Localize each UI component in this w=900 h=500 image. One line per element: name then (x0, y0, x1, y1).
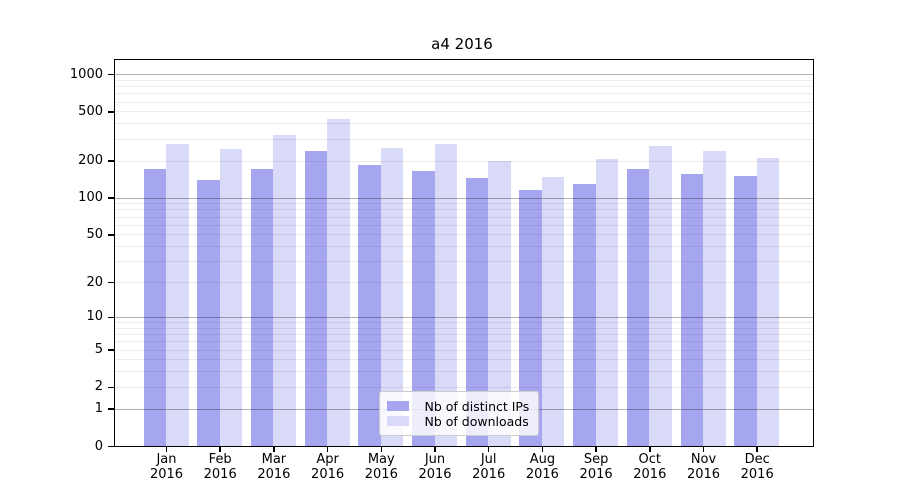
x-tick-label-sep: Sep 2016 (579, 452, 613, 482)
bar-jul-downloads (488, 160, 511, 446)
bar-jan-downloads (166, 144, 189, 446)
x-tick-label-oct: Oct 2016 (633, 452, 667, 482)
x-tick-label-apr: Apr 2016 (311, 452, 345, 482)
y-tick-label: 5 (94, 342, 103, 358)
x-tick-label-jun: Jun 2016 (418, 452, 452, 482)
bar-sep-downloads (595, 159, 619, 446)
y-tick-label: 100 (78, 190, 103, 206)
bar-nov-distinct-ips (680, 173, 703, 446)
plot-area: Nb of distinct IPs Nb of downloads (113, 59, 814, 447)
legend-label-distinct-ips: Nb of distinct IPs (424, 398, 530, 414)
x-tick-mark (165, 446, 168, 452)
bar-dec-downloads (756, 158, 780, 446)
legend-row: Nb of distinct IPs (386, 398, 538, 414)
bar-jul-distinct-ips (465, 177, 489, 446)
y-tick-label: 50 (86, 226, 103, 242)
x-tick-mark (380, 446, 383, 452)
x-tick-mark (541, 446, 544, 452)
x-tick-mark (273, 446, 275, 452)
bar-may-downloads (380, 147, 404, 446)
x-tick-label-feb: Feb 2016 (203, 452, 237, 482)
x-tick-label-nov: Nov 2016 (686, 452, 721, 482)
bar-jan-distinct-ips (143, 169, 166, 446)
bar-oct-distinct-ips (626, 168, 650, 446)
y-tick-label: 0 (94, 438, 103, 454)
legend-swatch-downloads (386, 416, 409, 426)
x-tick-mark (649, 446, 651, 452)
y-tick-label: 200 (78, 153, 103, 169)
x-tick-label-jul: Jul 2016 (472, 452, 506, 482)
bar-aug-downloads (541, 177, 565, 446)
y-tick-mark (107, 111, 114, 113)
y-tick-label: 10 (86, 309, 103, 325)
y-tick-mark (107, 386, 114, 389)
x-tick-mark (326, 446, 329, 452)
bar-nov-downloads (703, 150, 726, 446)
legend-label-downloads: Nb of downloads (424, 413, 529, 429)
y-tick-mark (107, 197, 114, 199)
x-tick-mark (487, 446, 490, 452)
y-tick-label: 1000 (69, 66, 103, 82)
y-tick-mark (107, 408, 114, 410)
y-tick-mark (107, 160, 114, 162)
y-tick-mark (107, 349, 114, 351)
x-tick-label-may: May 2016 (364, 452, 398, 482)
y-tick-mark (107, 445, 114, 448)
bar-mar-distinct-ips (250, 169, 274, 446)
bar-sep-distinct-ips (573, 183, 596, 446)
bars-layer (115, 60, 813, 446)
x-tick-label-mar: Mar 2016 (257, 452, 291, 482)
x-tick-mark (434, 446, 436, 452)
x-tick-mark (756, 446, 758, 452)
bar-mar-downloads (273, 135, 296, 446)
x-tick-label-aug: Aug 2016 (525, 452, 559, 482)
y-tick-mark (107, 281, 114, 284)
bar-oct-downloads (649, 146, 672, 446)
x-tick-mark (702, 446, 705, 452)
y-tick-label: 2 (94, 379, 103, 395)
y-tick-mark (107, 234, 114, 236)
bar-apr-distinct-ips (304, 150, 328, 446)
bar-feb-distinct-ips (197, 179, 220, 446)
bar-apr-downloads (327, 118, 350, 446)
bar-dec-distinct-ips (734, 175, 757, 446)
bar-may-distinct-ips (358, 165, 381, 446)
legend-row: Nb of downloads (386, 413, 538, 429)
y-tick-label: 500 (78, 103, 103, 119)
x-tick-mark (595, 446, 597, 452)
y-tick-mark (107, 73, 114, 76)
x-tick-label-jan: Jan 2016 (149, 452, 184, 482)
x-tick-mark (219, 446, 221, 452)
y-tick-mark (107, 316, 114, 319)
legend: Nb of distinct IPs Nb of downloads (378, 391, 539, 436)
bar-jun-distinct-ips (412, 170, 435, 446)
legend-swatch-distinct-ips (386, 401, 409, 411)
bar-feb-downloads (219, 148, 243, 446)
x-tick-label-dec: Dec 2016 (740, 452, 774, 482)
y-tick-label: 20 (86, 274, 103, 290)
y-tick-label: 1 (94, 401, 103, 417)
bar-aug-distinct-ips (519, 190, 542, 446)
chart-title: a4 2016 (431, 35, 493, 53)
bar-jun-downloads (434, 144, 457, 446)
